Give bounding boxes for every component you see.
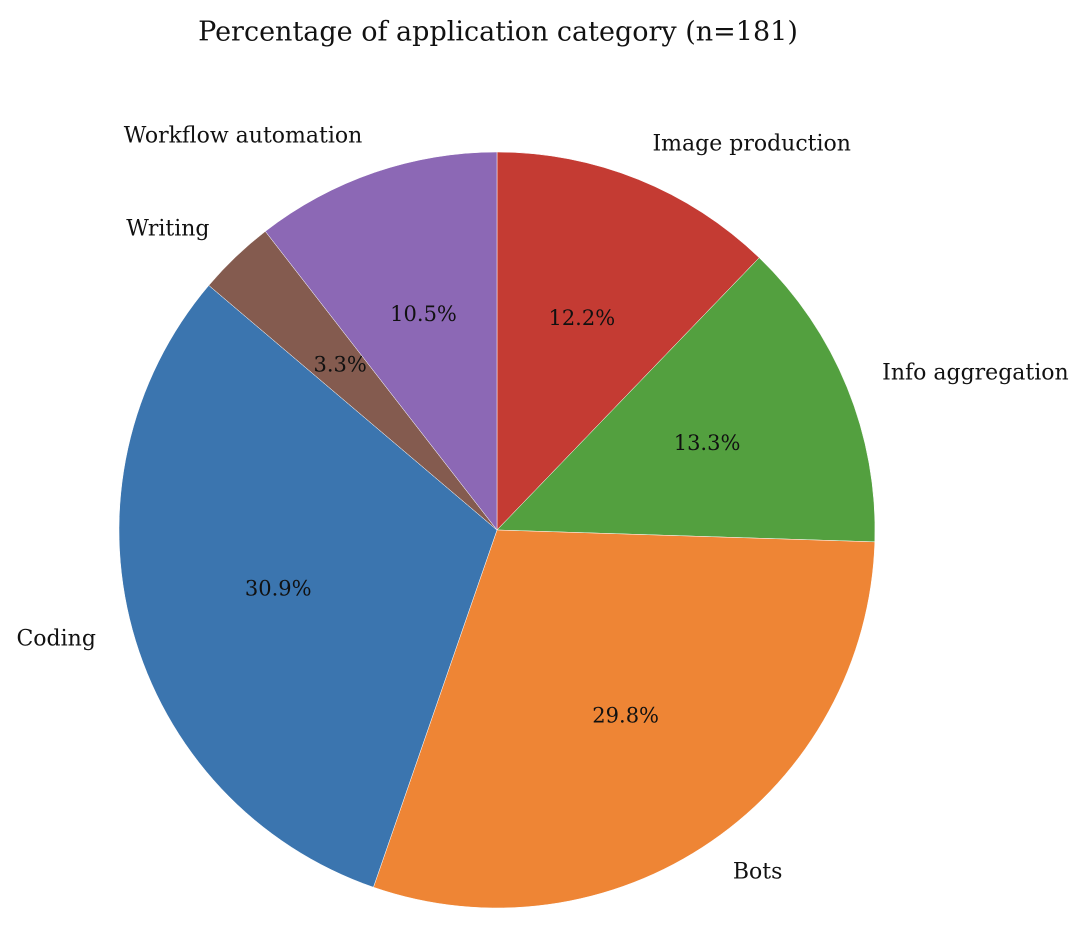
value-label: 29.8% (592, 703, 659, 727)
pie-slice (496, 151, 760, 531)
slice-label: Coding (16, 627, 95, 652)
pie-slice (373, 529, 876, 909)
value-label: 10.5% (390, 302, 457, 326)
value-label: 13.3% (674, 431, 741, 455)
pie-slice (264, 151, 498, 531)
value-label: 3.3% (314, 353, 367, 377)
pie-slice (496, 257, 876, 543)
slice-label: Image production (652, 131, 850, 156)
slice-label: Workflow automation (124, 124, 363, 149)
slice-label: Writing (126, 217, 209, 242)
pie-slice (118, 285, 498, 888)
chart-title: Percentage of application category (n=18… (198, 17, 798, 48)
slice-label: Info aggregation (882, 360, 1069, 385)
slice-label: Bots (733, 859, 783, 884)
value-label: 12.2% (548, 306, 615, 330)
value-label: 30.9% (245, 576, 312, 600)
